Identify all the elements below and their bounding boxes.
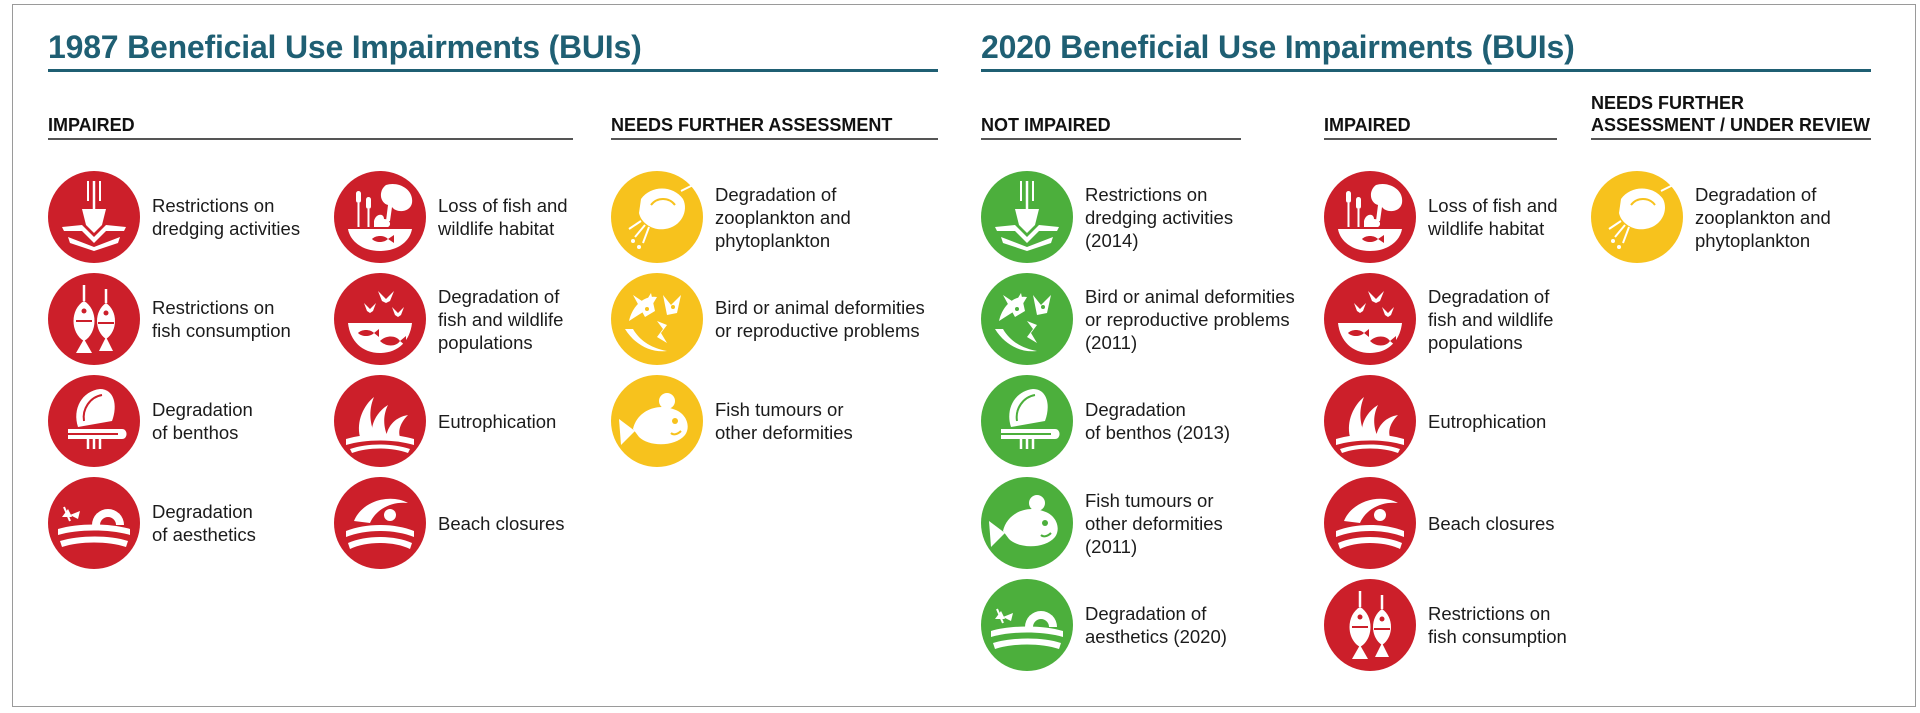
deformities-icon — [611, 273, 703, 365]
beach-closures-icon — [1324, 477, 1416, 569]
bui-label: Degradation of fish and wildlife populat… — [1428, 285, 1554, 353]
plankton-icon — [611, 171, 703, 263]
review-heading-line-2: ASSESSMENT / UNDER REVIEW — [1591, 115, 1871, 135]
populations-icon — [1324, 273, 1416, 365]
panel-1987-title: 1987 Beneficial Use Impairments (BUIs) — [48, 29, 642, 65]
panel-1987-title-rule — [48, 69, 938, 72]
eutrophication-icon — [1324, 375, 1416, 467]
review-2020-heading: NEEDS FURTHER ASSESSMENT / UNDER REVIEW — [1591, 92, 1870, 136]
not-impaired-2020-heading: NOT IMPAIRED — [981, 115, 1111, 135]
bui-item: Degradation of fish and wildlife populat… — [1324, 272, 1553, 366]
review-heading-line-1: NEEDS FURTHER — [1591, 93, 1745, 113]
bui-label: Eutrophication — [1428, 410, 1547, 432]
bui-item: Restrictions on fish consumption — [1324, 578, 1567, 672]
bui-item: Bird or animal deformities or reproducti… — [981, 272, 1295, 366]
bui-label: Beach closures — [1428, 512, 1555, 534]
figure-frame — [12, 4, 1916, 707]
bui-label: Restrictions on fish consumption — [152, 297, 291, 341]
bui-item: Fish tumours or other deformities — [611, 374, 853, 468]
bui-label: Restrictions on dredging activities — [152, 195, 301, 239]
benthos-icon — [981, 375, 1073, 467]
bui-label: Beach closures — [438, 512, 565, 534]
bui-label: Loss of fish and wildlife habitat — [438, 195, 568, 239]
bui-item: Beach closures — [1324, 476, 1554, 570]
bui-label: Bird or animal deformities or reproducti… — [1085, 285, 1295, 353]
bui-item: Degradation of benthos (2013) — [981, 374, 1230, 468]
habitat-icon — [334, 171, 426, 263]
populations-icon — [334, 273, 426, 365]
bui-label: Degradation of benthos (2013) — [1085, 399, 1231, 443]
bui-label: Fish tumours or other deformities — [715, 399, 853, 443]
bui-item: Loss of fish and wildlife habitat — [1324, 170, 1558, 264]
impaired-2020-rule — [1324, 138, 1557, 140]
bui-item: Degradation of fish and wildlife populat… — [334, 272, 563, 366]
assessment-1987-rule — [611, 138, 938, 140]
aesthetics-icon — [981, 579, 1073, 671]
bui-label: Degradation of zooplankton and phytoplan… — [715, 183, 851, 251]
bui-item: Degradation of zooplankton and phytoplan… — [1591, 170, 1831, 264]
bui-item: Degradation of zooplankton and phytoplan… — [611, 170, 851, 264]
review-2020-rule — [1591, 138, 1871, 140]
dredging-icon — [981, 171, 1073, 263]
bui-label: Loss of fish and wildlife habitat — [1428, 195, 1558, 239]
bui-label: Degradation of zooplankton and phytoplan… — [1695, 183, 1831, 251]
bui-label: Restrictions on fish consumption — [1428, 603, 1567, 647]
impaired-1987-rule — [48, 138, 573, 140]
fish-consumption-icon — [1324, 579, 1416, 671]
bui-item: Fish tumours or other deformities (2011) — [981, 476, 1223, 570]
deformities-icon — [981, 273, 1073, 365]
bui-item: Degradation of benthos — [48, 374, 253, 468]
bui-label: Bird or animal deformities or reproducti… — [715, 297, 925, 341]
dredging-icon — [48, 171, 140, 263]
bui-item: Beach closures — [334, 476, 564, 570]
aesthetics-icon — [48, 477, 140, 569]
bui-label: Degradation of aesthetics — [152, 501, 256, 545]
bui-item: Bird or animal deformities or reproducti… — [611, 272, 925, 366]
bui-label: Fish tumours or other deformities (2011) — [1085, 489, 1223, 557]
benthos-icon — [48, 375, 140, 467]
impaired-2020-heading: IMPAIRED — [1324, 115, 1411, 135]
panel-2020-title-rule — [981, 69, 1871, 72]
assessment-1987-heading: NEEDS FURTHER ASSESSMENT — [611, 115, 893, 135]
beach-closures-icon — [334, 477, 426, 569]
bui-item: Eutrophication — [334, 374, 556, 468]
bui-label: Eutrophication — [438, 410, 557, 432]
bui-item: Degradation of aesthetics — [48, 476, 256, 570]
bui-item: Restrictions on fish consumption — [48, 272, 291, 366]
bui-label: Degradation of aesthetics (2020) — [1085, 603, 1227, 647]
fish-consumption-icon — [48, 273, 140, 365]
habitat-icon — [1324, 171, 1416, 263]
not-impaired-2020-rule — [981, 138, 1241, 140]
bui-label: Degradation of benthos — [152, 399, 253, 443]
bui-label: Degradation of fish and wildlife populat… — [438, 285, 564, 353]
impaired-1987-heading: IMPAIRED — [48, 115, 135, 135]
bui-item: Degradation of aesthetics (2020) — [981, 578, 1227, 672]
panel-2020-title: 2020 Beneficial Use Impairments (BUIs) — [981, 29, 1575, 65]
bui-item: Loss of fish and wildlife habitat — [334, 170, 568, 264]
eutrophication-icon — [334, 375, 426, 467]
fish-tumour-icon — [981, 477, 1073, 569]
bui-item: Restrictions on dredging activities (201… — [981, 170, 1233, 264]
fish-tumour-icon — [611, 375, 703, 467]
bui-label: Restrictions on dredging activities (201… — [1085, 183, 1234, 251]
bui-item: Eutrophication — [1324, 374, 1546, 468]
bui-item: Restrictions on dredging activities — [48, 170, 300, 264]
plankton-icon — [1591, 171, 1683, 263]
